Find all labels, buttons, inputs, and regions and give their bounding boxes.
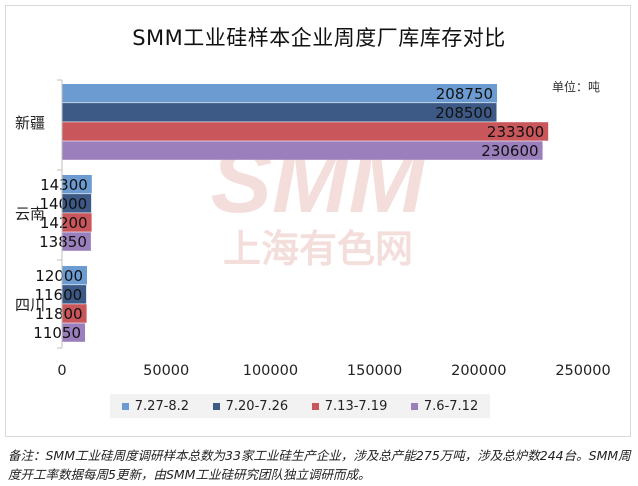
bar-value-label: 230600 [481, 142, 538, 160]
watermark-subtext: 上海有色网 [223, 227, 413, 271]
legend-swatch [121, 402, 129, 410]
x-tick-label: 250000 [555, 363, 610, 379]
bar-value-label: 14200 [40, 214, 88, 232]
bar-四川-7.13-7.19 [62, 304, 87, 323]
bar-value-label: 11050 [33, 324, 81, 342]
legend-swatch [212, 402, 220, 410]
bar-云南-7.6-7.12 [62, 232, 91, 251]
bar-value-label: 208750 [436, 85, 493, 103]
category-label: 四川 [15, 296, 45, 314]
bar-新疆-7.27-8.2 [62, 84, 498, 103]
legend-label: 7.13-7.19 [324, 398, 388, 414]
legend-item: 7.27-8.2 [121, 398, 190, 414]
bar-value-label: 13850 [39, 233, 87, 251]
x-tick-label: 0 [57, 363, 66, 379]
bar-新疆-7.20-7.26 [62, 103, 497, 122]
bar-value-label: 11800 [35, 305, 83, 323]
legend-item: 7.13-7.19 [311, 398, 388, 414]
footnote: 备注：SMM工业硅周度调研样本总数为33家工业硅生产企业，涉及总产能275万吨，… [8, 448, 631, 482]
chart-title: SMM工业硅样本企业周度厂库库存对比 [132, 26, 506, 50]
chart-legend: 7.27-8.2 7.20-7.26 7.13-7.19 7.6-7.12 [110, 394, 490, 418]
legend-swatch [311, 402, 319, 410]
category-label: 云南 [15, 205, 45, 223]
legend-swatch [410, 402, 418, 410]
bar-云南-7.13-7.19 [62, 213, 92, 232]
bar-新疆-7.6-7.12 [62, 141, 543, 160]
legend-item: 7.20-7.26 [212, 398, 289, 414]
chart-frame [5, 5, 631, 437]
legend-label: 7.6-7.12 [423, 398, 479, 414]
bar-value-label: 233300 [487, 123, 544, 141]
legend-label: 7.27-8.2 [134, 398, 190, 414]
x-tick-label: 200000 [451, 363, 506, 379]
bar-新疆-7.13-7.19 [62, 122, 549, 141]
bar-chart-plot: SMM 上海有色网 208750208500233300230600143001… [15, 79, 611, 379]
bar-四川-7.20-7.26 [62, 285, 87, 304]
bar-value-label: 11600 [34, 286, 82, 304]
x-tick-label: 150000 [347, 363, 402, 379]
legend-item: 7.6-7.12 [410, 398, 479, 414]
bar-value-label: 14000 [39, 195, 87, 213]
bar-value-label: 14300 [40, 176, 88, 194]
bar-四川-7.27-8.2 [62, 266, 88, 285]
x-tick-label: 50000 [143, 363, 189, 379]
bar-value-label: 12000 [35, 267, 83, 285]
legend-label: 7.20-7.26 [225, 398, 289, 414]
bar-四川-7.6-7.12 [62, 323, 86, 342]
bar-云南-7.20-7.26 [62, 194, 92, 213]
bar-云南-7.27-8.2 [62, 175, 92, 194]
unit-label: 单位：吨 [552, 80, 601, 94]
x-tick-label: 100000 [243, 363, 298, 379]
bar-value-label: 208500 [435, 104, 492, 122]
category-label: 新疆 [15, 114, 45, 132]
